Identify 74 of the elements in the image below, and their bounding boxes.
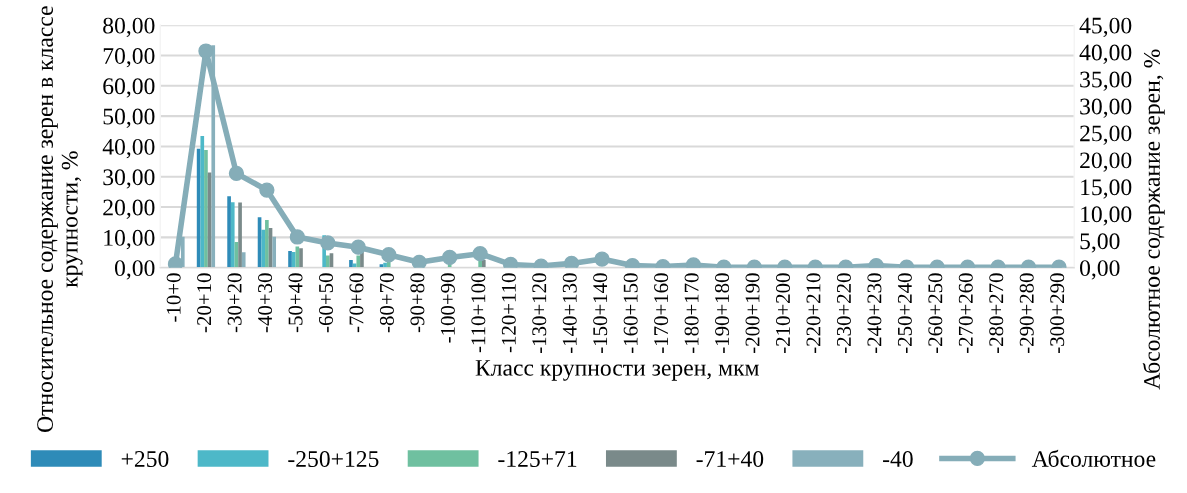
y2-tick-label: 35,00 — [1080, 71, 1132, 91]
bar — [230, 202, 235, 268]
y2-tick-label: 15,00 — [1081, 179, 1132, 199]
x-axis-title: Класс крупности зерен, мкм — [475, 360, 759, 381]
x-tick-label: -280+270 — [989, 273, 1004, 353]
x-tick-label: -50+40 — [288, 273, 303, 333]
bar — [265, 220, 269, 268]
y2-tick-label: 0,00 — [1080, 260, 1120, 280]
y2-tick-label: 20,00 — [1080, 152, 1132, 172]
y-tick-label: 70,00 — [103, 47, 155, 68]
x-tick-label: -140+130 — [562, 273, 577, 353]
bar — [349, 260, 353, 268]
legend-label: -250+125 — [288, 451, 379, 467]
x-tick-label: -180+170 — [684, 273, 699, 353]
legend-label: +250 — [121, 451, 169, 467]
x-tick-label: -210+200 — [775, 273, 791, 353]
x-tick-label: -300+290 — [1050, 273, 1065, 353]
bar — [241, 252, 246, 268]
y2-tick-label: 40,00 — [1079, 44, 1132, 64]
x-tick-label: -220+210 — [806, 273, 821, 353]
legend-label: -71+40 — [696, 451, 764, 467]
bar — [481, 260, 486, 268]
x-tick-label: -90+80 — [410, 273, 425, 333]
x-tick-label: -130+120 — [532, 273, 547, 353]
bar — [200, 136, 205, 268]
x-tick-label: -150+140 — [593, 273, 608, 353]
y2-tick-label: 10,00 — [1081, 206, 1132, 226]
x-tick-label: -60+50 — [318, 273, 334, 333]
bar — [227, 196, 231, 268]
x-tick-label: -20+10 — [197, 273, 212, 333]
y-tick-label: 50,00 — [103, 108, 155, 128]
bar — [299, 248, 303, 268]
bar — [261, 229, 266, 268]
bar — [272, 236, 277, 268]
y-tick-label: 80,00 — [103, 17, 155, 37]
legend-label: Абсолютное — [1031, 449, 1156, 467]
x-tick-label: -200+190 — [745, 273, 760, 353]
legend-label: -125+71 — [498, 451, 577, 467]
x-tick-label: -30+20 — [227, 273, 242, 333]
x-tick-label: -290+280 — [1019, 273, 1034, 353]
bar — [288, 251, 292, 268]
x-tick-label: -160+150 — [623, 273, 638, 353]
x-tick-label: -250+240 — [897, 273, 912, 353]
x-tick-label: -100+90 — [440, 273, 455, 343]
x-tick-label: -260+250 — [928, 273, 943, 353]
x-tick-label: -270+260 — [958, 273, 973, 353]
bar — [325, 255, 330, 268]
bar — [291, 251, 296, 268]
y2-tick-label: 5,00 — [1080, 233, 1120, 253]
x-tick-label: -40+30 — [258, 273, 273, 333]
y-tick-label: 30,00 — [103, 169, 155, 189]
y-tick-label: 40,00 — [102, 138, 155, 159]
y-tick-label: 20,00 — [103, 199, 155, 219]
x-tick-label: -170+160 — [654, 273, 669, 353]
y2-tick-label: 25,00 — [1080, 125, 1132, 145]
x-tick-label: -120+110 — [501, 273, 516, 353]
y2-axis-title: Абсолютное содержание зерен, % — [1142, 49, 1165, 390]
x-tick-label: -110+100 — [471, 273, 486, 353]
x-tick-label: -70+60 — [349, 273, 364, 333]
y-tick-label: 10,00 — [104, 229, 155, 250]
bar — [238, 202, 242, 268]
y-tick-label: 0,00 — [114, 260, 155, 280]
x-tick-label: -10+0 — [166, 273, 181, 322]
legend-label: -40 — [883, 451, 913, 467]
y2-tick-label: 30,00 — [1080, 98, 1132, 118]
x-tick-label: -240+230 — [867, 273, 882, 353]
bar — [356, 255, 361, 268]
x-tick-label: -80+70 — [379, 273, 394, 333]
bar — [204, 150, 208, 268]
x-tick-label: -230+220 — [836, 273, 851, 353]
x-tick-label: -190+180 — [715, 273, 730, 353]
y-axis-title: Относительное содержание зерен в классе крупности, % — [37, 6, 83, 432]
y-tick-label: 60,00 — [103, 78, 155, 98]
y2-tick-label: 45,00 — [1079, 17, 1132, 37]
